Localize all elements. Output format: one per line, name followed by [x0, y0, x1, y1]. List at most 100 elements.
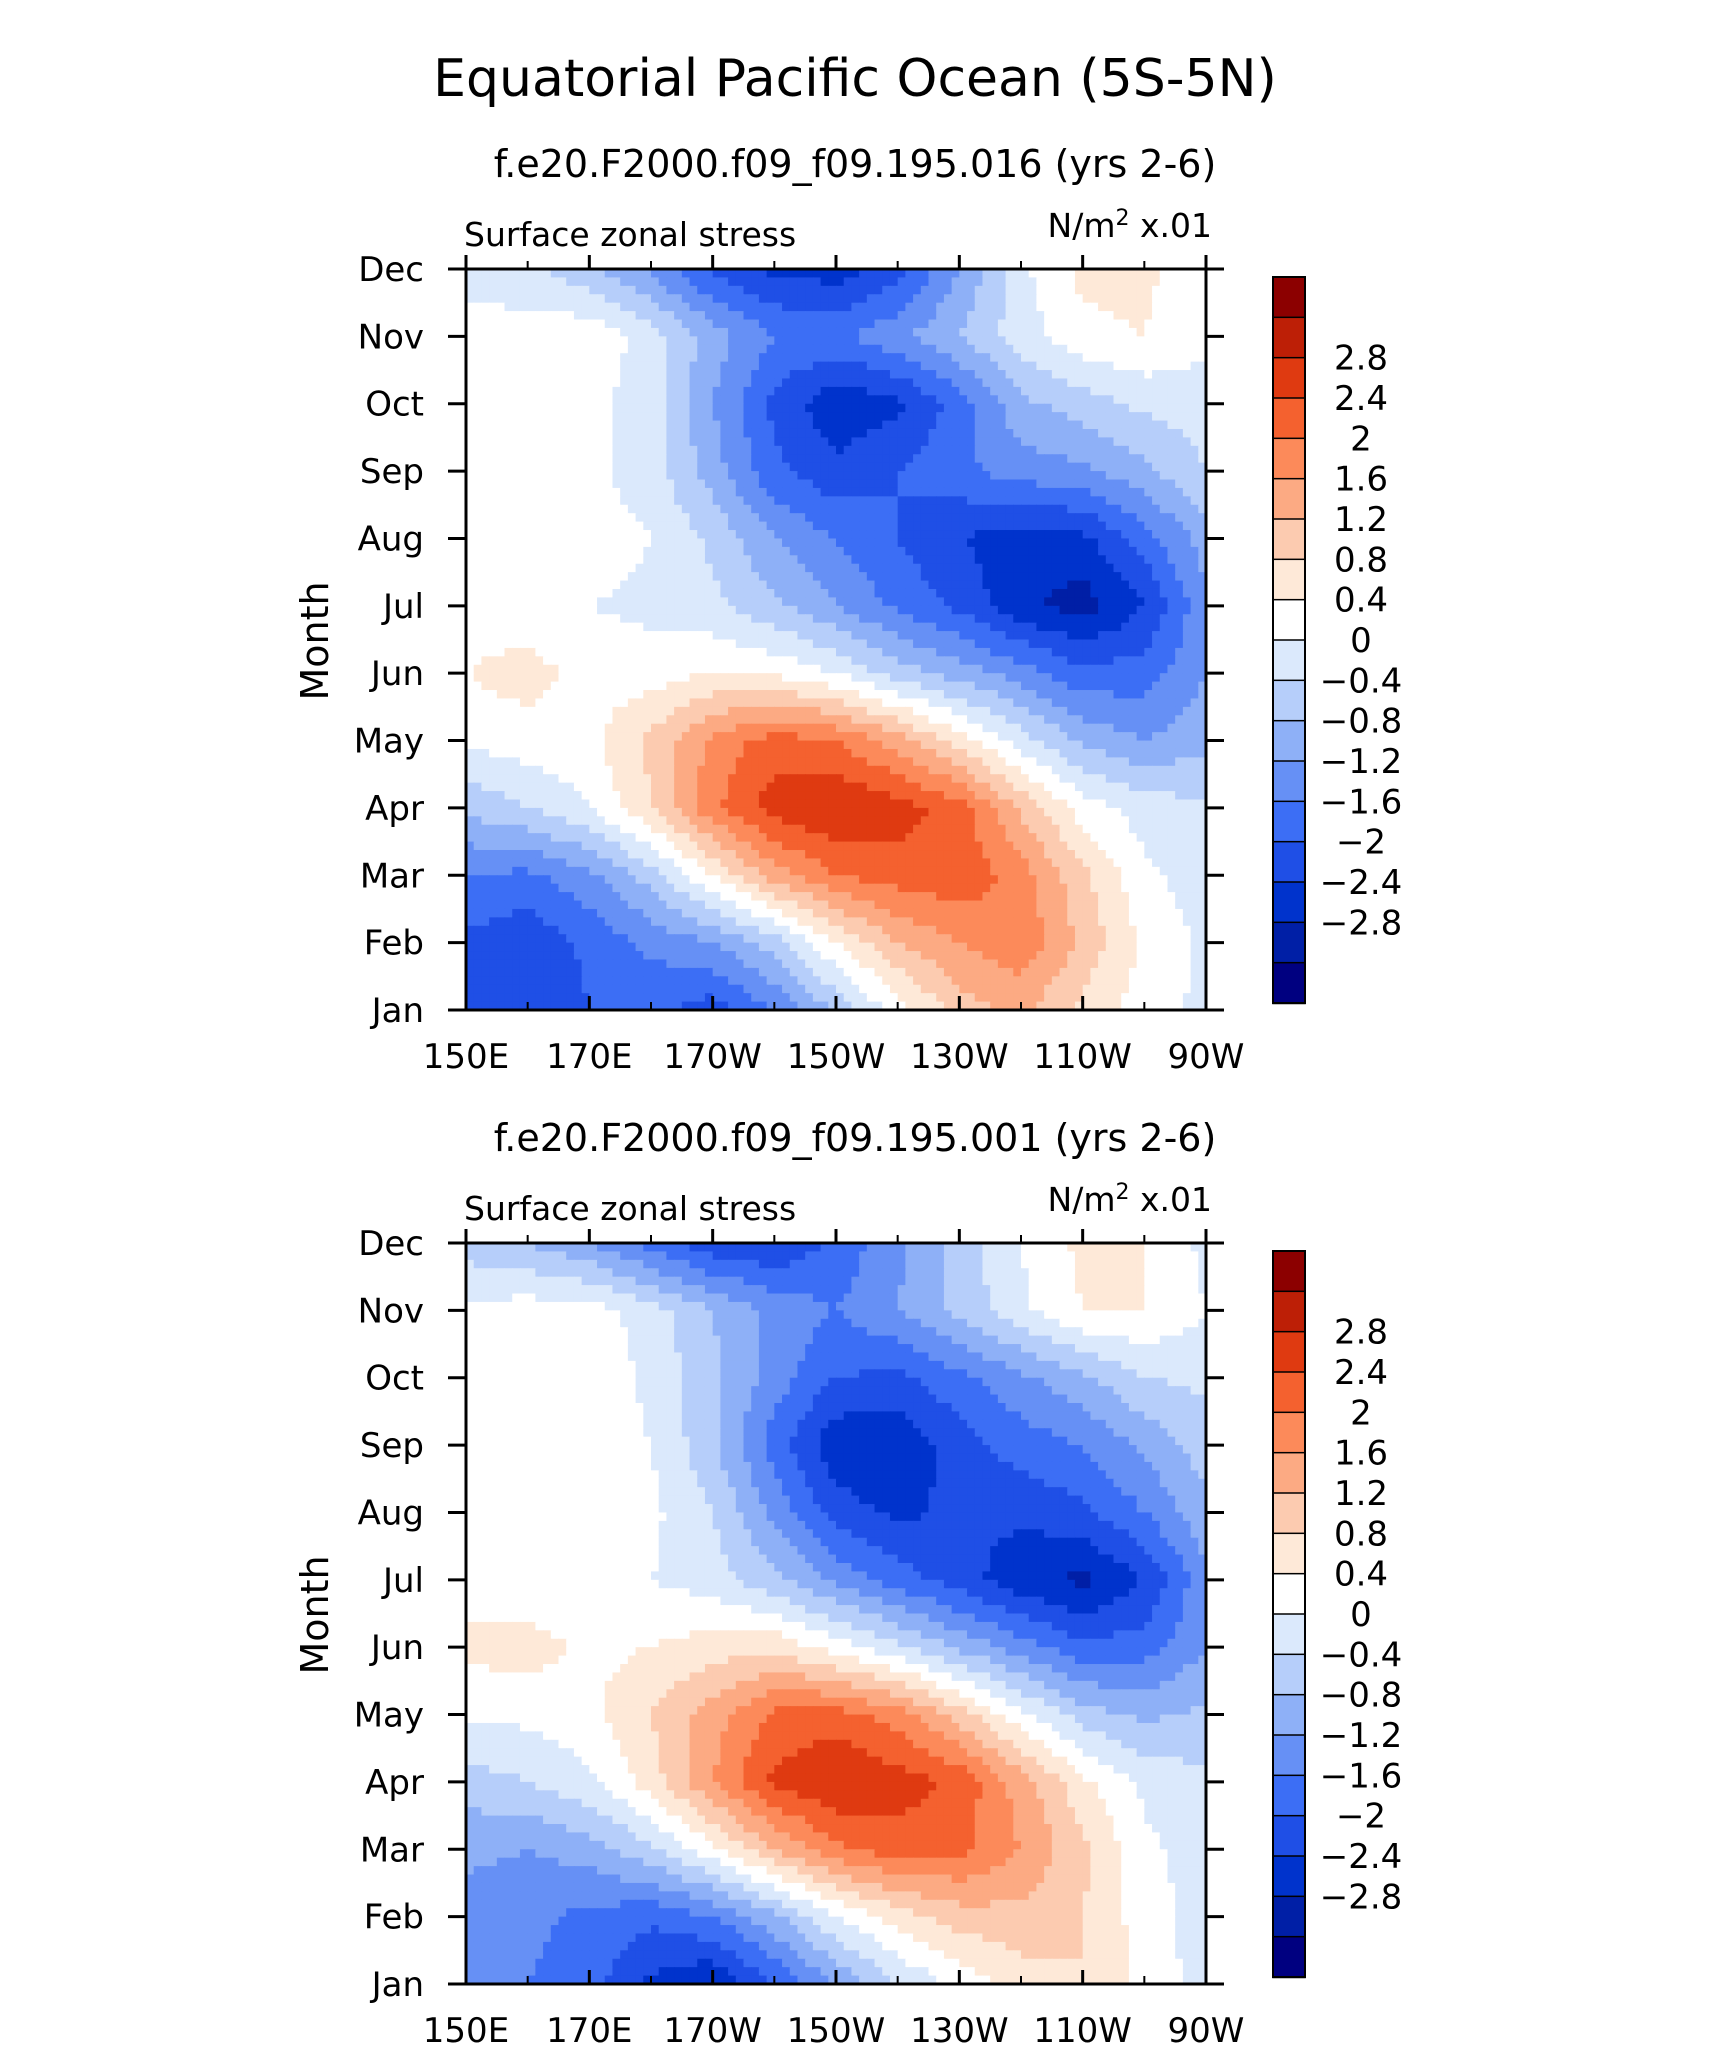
heatmap-cell: [959, 681, 968, 691]
heatmap-cell: [489, 614, 498, 624]
heatmap-cell: [728, 698, 737, 708]
heatmap-cell: [1175, 361, 1184, 371]
heatmap-cell: [627, 647, 637, 657]
heatmap-cell: [643, 277, 652, 287]
heatmap-cell: [1198, 445, 1207, 455]
heatmap-cell: [519, 580, 529, 590]
heatmap-cell: [597, 420, 606, 430]
heatmap-cell: [812, 673, 822, 683]
heatmap-cell: [1044, 622, 1053, 632]
heatmap-cell: [620, 395, 629, 405]
heatmap-cell: [689, 605, 698, 615]
heatmap-cell: [1167, 370, 1176, 380]
heatmap-cell: [874, 597, 883, 607]
heatmap-cell: [905, 538, 914, 548]
heatmap-cell: [589, 631, 598, 641]
heatmap-cell: [1013, 479, 1022, 489]
heatmap-cell: [1036, 386, 1045, 396]
heatmap-cell: [789, 454, 799, 464]
heatmap-cell: [1021, 420, 1030, 430]
heatmap-cell: [920, 437, 930, 447]
heatmap-cell: [1121, 445, 1130, 455]
heatmap-cell: [774, 361, 783, 371]
heatmap-cell: [651, 479, 660, 489]
heatmap-cell: [666, 285, 675, 295]
heatmap-cell: [635, 437, 644, 447]
heatmap-cell: [681, 698, 691, 708]
heatmap-cell: [704, 622, 714, 632]
heatmap-cell: [1005, 504, 1014, 514]
heatmap-cell: [1059, 614, 1068, 624]
heatmap-cell: [897, 690, 906, 700]
heatmap-cell: [974, 487, 984, 497]
heatmap-cell: [735, 639, 745, 649]
heatmap-cell: [550, 370, 560, 380]
heatmap-cell: [466, 285, 475, 295]
heatmap-cell: [758, 664, 768, 674]
heatmap-cell: [543, 521, 552, 531]
heatmap-cell: [897, 588, 906, 598]
heatmap-cell: [974, 327, 984, 337]
heatmap-cell: [473, 538, 483, 548]
heatmap-cell: [489, 403, 498, 413]
heatmap-cell: [573, 319, 583, 329]
heatmap-cell: [558, 538, 567, 548]
heatmap-cell: [1067, 428, 1076, 439]
heatmap-cell: [1098, 614, 1107, 624]
heatmap-cell: [1051, 538, 1061, 548]
heatmap-cell: [1090, 336, 1099, 346]
heatmap-cell: [1167, 487, 1176, 497]
heatmap-cell: [589, 445, 598, 455]
heatmap-cell: [897, 521, 906, 531]
heatmap-cell: [928, 496, 937, 506]
heatmap-cell: [1128, 521, 1138, 531]
heatmap-cell: [1090, 546, 1099, 556]
heatmap-cell: [1028, 546, 1038, 556]
heatmap-cell: [489, 546, 498, 556]
heatmap-cell: [1144, 344, 1153, 354]
heatmap-cell: [735, 487, 745, 497]
heatmap-cell: [1128, 597, 1138, 607]
heatmap-cell: [997, 454, 1007, 464]
heatmap-cell: [1182, 361, 1192, 371]
heatmap-cell: [843, 681, 853, 691]
heatmap-cell: [1090, 690, 1099, 700]
heatmap-cell: [489, 479, 498, 489]
heatmap-cell: [943, 546, 953, 556]
heatmap-cell: [1074, 496, 1084, 506]
heatmap-cell: [743, 454, 752, 464]
heatmap-cell: [990, 395, 999, 405]
heatmap-cell: [836, 538, 845, 548]
heatmap-cell: [1082, 622, 1091, 632]
heatmap-cell: [997, 327, 1007, 337]
heatmap-cell: [481, 597, 490, 607]
heatmap-cell: [681, 631, 691, 641]
heatmap-cell: [889, 530, 899, 540]
heatmap-cell: [882, 555, 891, 565]
heatmap-cell: [843, 664, 853, 674]
heatmap-cell: [859, 454, 868, 464]
heatmap-cell: [504, 327, 513, 337]
heatmap-cell: [597, 681, 606, 691]
heatmap-cell: [1005, 378, 1014, 388]
heatmap-cell: [859, 277, 868, 287]
heatmap-cell: [620, 361, 629, 371]
heatmap-cell: [697, 538, 706, 548]
heatmap-cell: [859, 428, 868, 439]
heatmap-cell: [651, 277, 660, 287]
heatmap-cell: [1182, 437, 1192, 447]
heatmap-cell: [936, 530, 945, 540]
heatmap-cell: [543, 302, 552, 312]
heatmap-cell: [512, 294, 521, 304]
heatmap-cell: [519, 698, 529, 708]
heatmap-cell: [967, 496, 976, 506]
heatmap-cell: [967, 588, 976, 598]
heatmap-cell: [812, 462, 822, 472]
heatmap-cell: [782, 605, 791, 615]
heatmap-cell: [782, 631, 791, 641]
heatmap-cell: [1059, 327, 1068, 337]
heatmap-cell: [982, 605, 991, 615]
heatmap-cell: [1090, 639, 1099, 649]
heatmap-cell: [1082, 302, 1091, 312]
heatmap-cell: [704, 673, 714, 683]
